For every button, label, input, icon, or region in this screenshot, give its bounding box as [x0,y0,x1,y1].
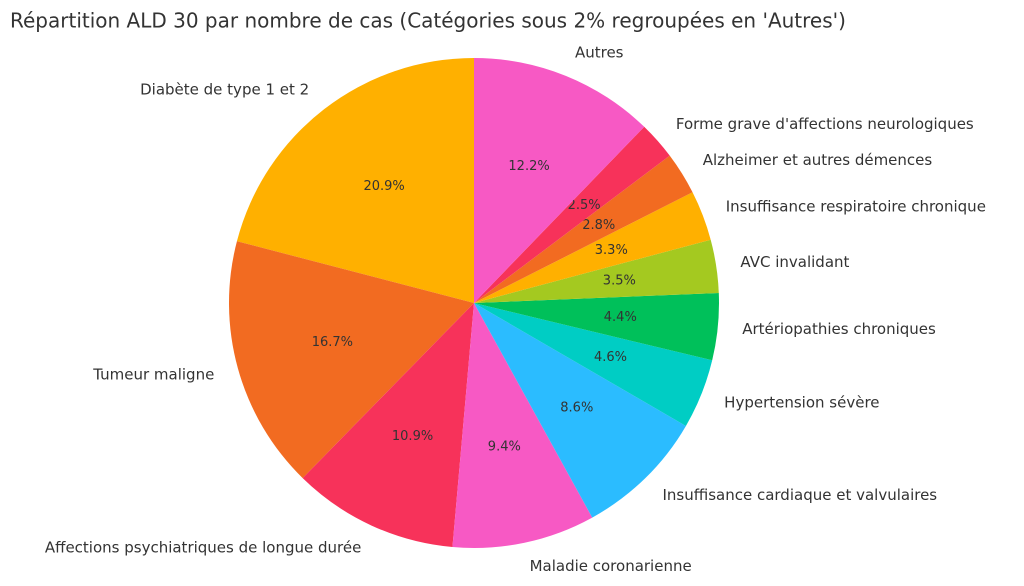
pie-slice [474,126,670,304]
value-label: 3.3% [595,243,628,258]
chart-title: Répartition ALD 30 par nombre de cas (Ca… [10,9,846,33]
value-label: 16.7% [312,335,353,350]
slice-label: Alzheimer et autres démences [703,151,933,169]
slice-label: Hypertension sévère [724,394,879,412]
slice-label: Insuffisance cardiaque et valvulaires [662,486,937,504]
value-label: 12.2% [508,159,549,174]
pie-slice [236,58,474,303]
value-label: 4.6% [594,350,627,365]
slice-label: Diabète de type 1 et 2 [140,80,309,98]
slice-label: Maladie coronarienne [530,557,692,575]
pie-slice [474,303,686,518]
pie-slice [228,241,474,479]
slice-label: Affections psychiatriques de longue duré… [45,538,362,556]
value-label: 10.9% [392,429,433,444]
value-label: 3.5% [603,273,636,288]
slice-label: AVC invalidant [740,253,849,271]
pie-slice [474,192,711,303]
value-label: 4.4% [604,310,637,325]
value-label: 2.8% [582,218,615,233]
value-label: 20.9% [363,179,404,194]
pie-slice [474,239,719,303]
value-label: 9.4% [488,439,521,454]
pie-slice [302,303,474,548]
pie-slice [474,292,719,361]
slice-label: Artériopathies chroniques [742,320,936,338]
slice-label: Insuffisance respiratoire chronique [726,197,986,215]
slice-label: Tumeur maligne [92,366,214,384]
slice-label: Forme grave d'affections neurologiques [676,115,974,133]
value-label: 2.5% [568,198,601,213]
value-label: 8.6% [560,401,593,416]
pie-slice [452,303,593,548]
pie-slice [474,57,645,303]
pie-slice [474,155,693,303]
slice-label: Autres [575,44,624,62]
pie-slice [474,303,713,426]
